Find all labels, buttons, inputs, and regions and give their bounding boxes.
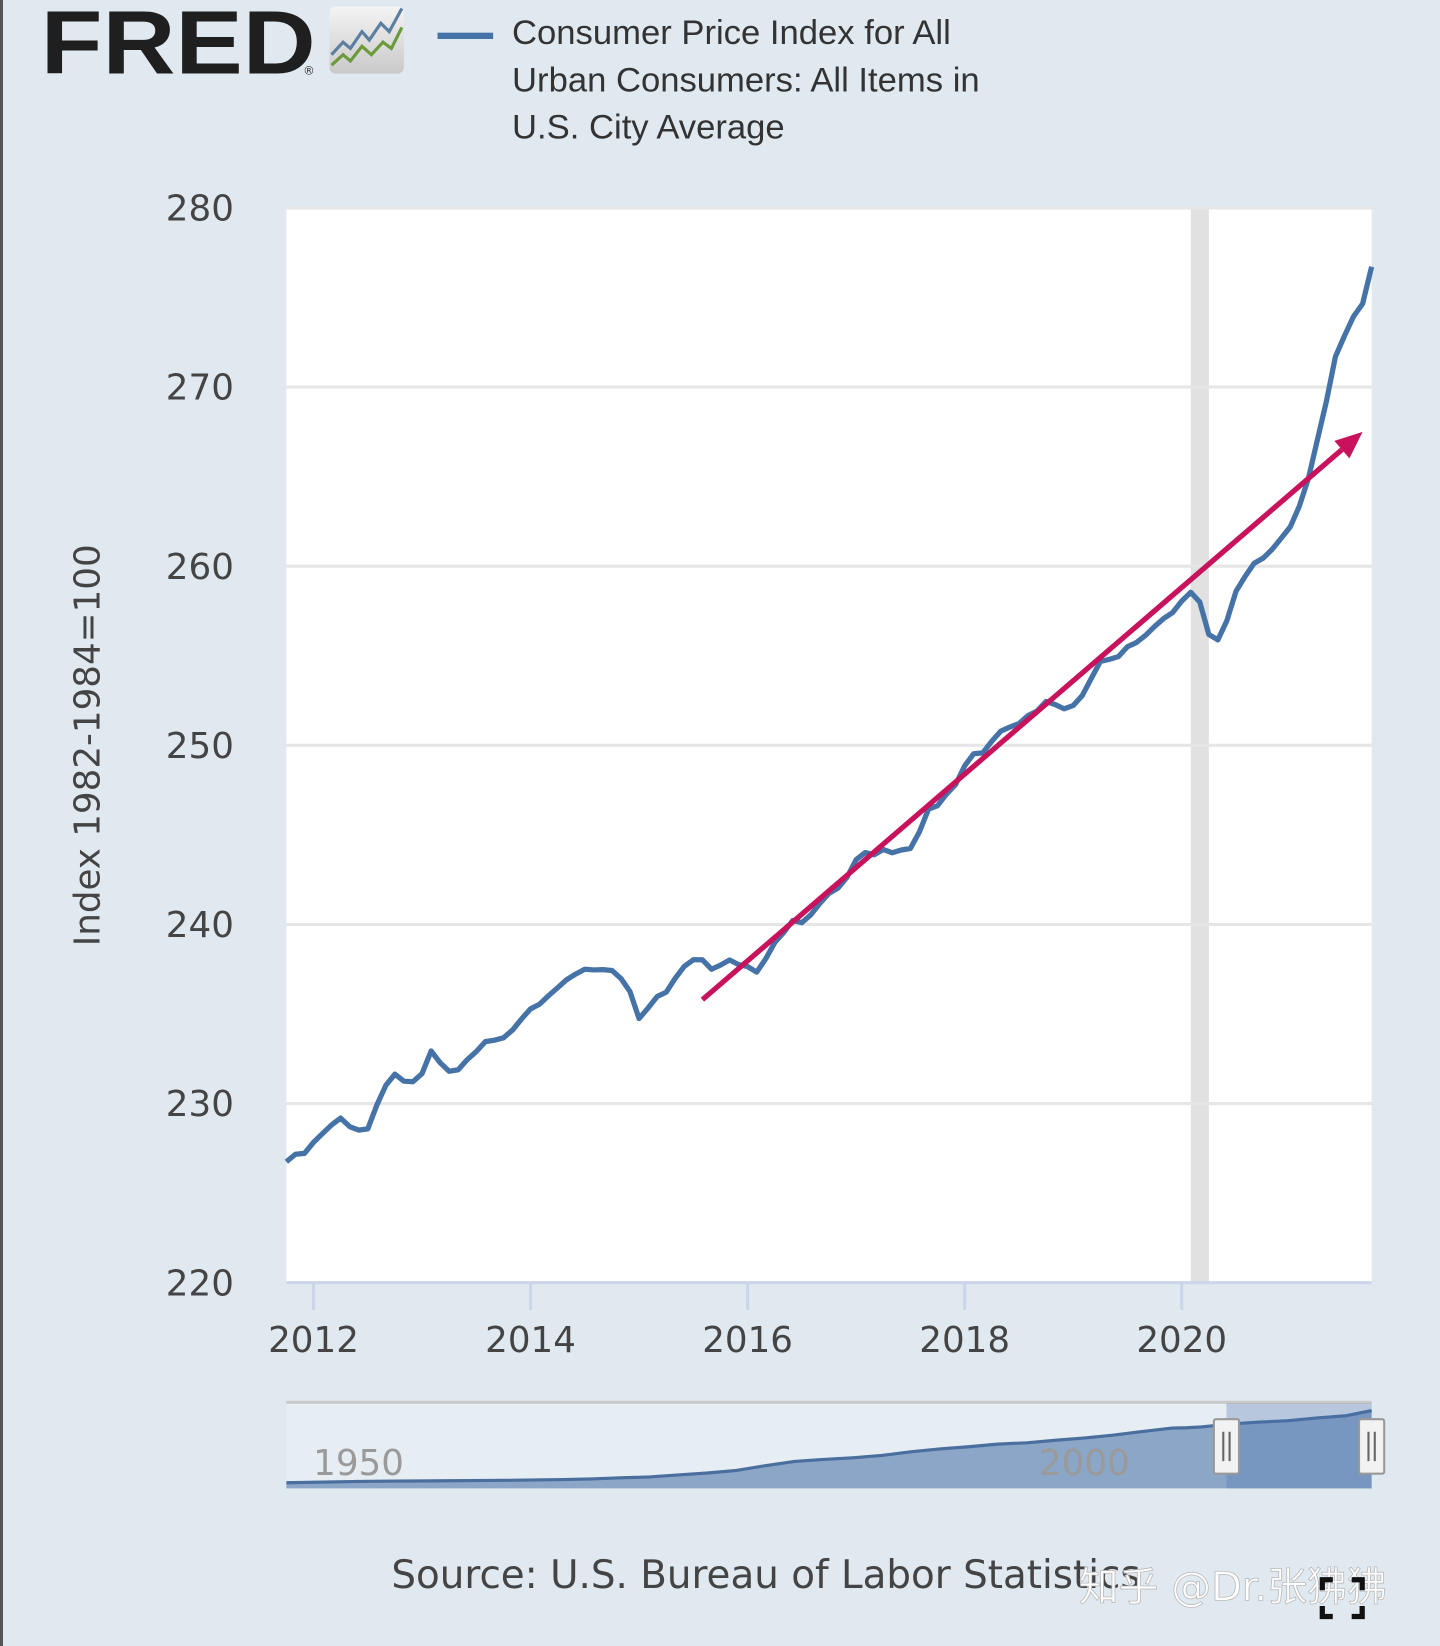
x-tick-label: 2014 bbox=[485, 1320, 576, 1361]
chart-svg: FRED ® Consumer Price Index for All Urba… bbox=[41, 0, 1387, 1620]
legend-line-3: U.S. City Average bbox=[512, 109, 785, 147]
fullscreen-icon[interactable] bbox=[1319, 1577, 1365, 1620]
x-tick-label: 2012 bbox=[268, 1320, 359, 1361]
y-tick-label: 220 bbox=[166, 1263, 234, 1304]
trend-arrow-annotation bbox=[700, 431, 1363, 1002]
navigator-right-handle[interactable] bbox=[1357, 1418, 1386, 1475]
navigator-selection[interactable] bbox=[1226, 1403, 1372, 1489]
legend-line-1: Consumer Price Index for All bbox=[512, 14, 951, 52]
y-tick-label: 280 bbox=[166, 189, 234, 230]
y-tick-label: 270 bbox=[166, 368, 234, 409]
y-tick-labels: 220 230 240 250 260 270 280 bbox=[166, 189, 234, 1305]
registered-mark: ® bbox=[303, 64, 315, 78]
x-tick-label: 2016 bbox=[702, 1320, 793, 1361]
x-tick-label: 2020 bbox=[1136, 1320, 1227, 1361]
fred-logo[interactable]: FRED ® bbox=[41, 0, 404, 94]
logo-text: FRED bbox=[41, 0, 316, 94]
range-navigator[interactable]: 1950 2000 bbox=[286, 1400, 1386, 1489]
watermark: 知乎 @Dr.张狒狒 bbox=[1079, 1565, 1387, 1611]
handle-body bbox=[1357, 1418, 1386, 1475]
gridlines bbox=[286, 206, 1372, 1285]
legend-swatch bbox=[437, 32, 494, 39]
y-tick-label: 230 bbox=[166, 1084, 234, 1125]
arrow-shaft bbox=[700, 447, 1344, 1002]
navigator-area bbox=[286, 1410, 1372, 1489]
legend-line-2: Urban Consumers: All Items in bbox=[512, 61, 980, 99]
y-tick-label: 260 bbox=[166, 547, 234, 588]
source-text: Source: U.S. Bureau of Labor Statistics bbox=[391, 1553, 1140, 1598]
x-tick-labels: 2012 2014 2016 2018 2020 bbox=[268, 1282, 1227, 1361]
fred-chart-logo-icon bbox=[329, 6, 404, 74]
handle-body bbox=[1212, 1418, 1241, 1475]
y-axis-label: Index 1982-1984=100 bbox=[68, 544, 109, 946]
navigator-label-2000: 2000 bbox=[1039, 1443, 1130, 1484]
navigator-label-1950: 1950 bbox=[313, 1443, 404, 1484]
legend[interactable]: Consumer Price Index for All Urban Consu… bbox=[437, 14, 980, 147]
y-tick-label: 240 bbox=[166, 905, 234, 946]
y-tick-label: 250 bbox=[166, 726, 234, 767]
x-tick-label: 2018 bbox=[919, 1320, 1010, 1361]
arrow-head bbox=[1334, 431, 1363, 459]
navigator-left-handle[interactable] bbox=[1212, 1418, 1241, 1475]
